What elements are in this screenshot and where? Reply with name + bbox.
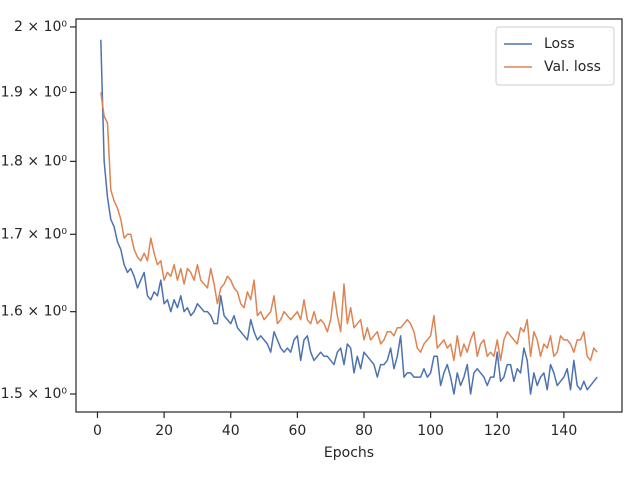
legend-label: Val. loss bbox=[544, 59, 601, 75]
y-tick-label: 1.7 × 10⁰ bbox=[1, 226, 68, 242]
x-tick-label: 80 bbox=[355, 423, 373, 439]
x-axis-label: Epochs bbox=[324, 445, 374, 461]
legend-label: Loss bbox=[544, 36, 575, 52]
x-tick-label: 60 bbox=[288, 423, 306, 439]
line-series bbox=[100, 39, 598, 395]
legend-box bbox=[495, 26, 615, 86]
plot-area bbox=[100, 39, 598, 395]
x-tick-label: 120 bbox=[484, 423, 511, 439]
y-tick-label: 1.6 × 10⁰ bbox=[1, 304, 68, 320]
x-tick-label: 140 bbox=[551, 423, 578, 439]
axes-frame bbox=[75, 18, 623, 413]
x-tick-label: 100 bbox=[417, 423, 444, 439]
y-tick-label: 2 × 10⁰ bbox=[14, 19, 67, 35]
y-tick-label: 1.5 × 10⁰ bbox=[1, 386, 68, 402]
x-tick-label: 20 bbox=[155, 423, 173, 439]
y-tick-label: 1.8 × 10⁰ bbox=[1, 153, 68, 169]
x-tick-label: 40 bbox=[222, 423, 240, 439]
y-tick-label: 1.9 × 10⁰ bbox=[1, 84, 68, 100]
x-tick-label: 0 bbox=[93, 423, 102, 439]
line-series bbox=[100, 92, 598, 362]
